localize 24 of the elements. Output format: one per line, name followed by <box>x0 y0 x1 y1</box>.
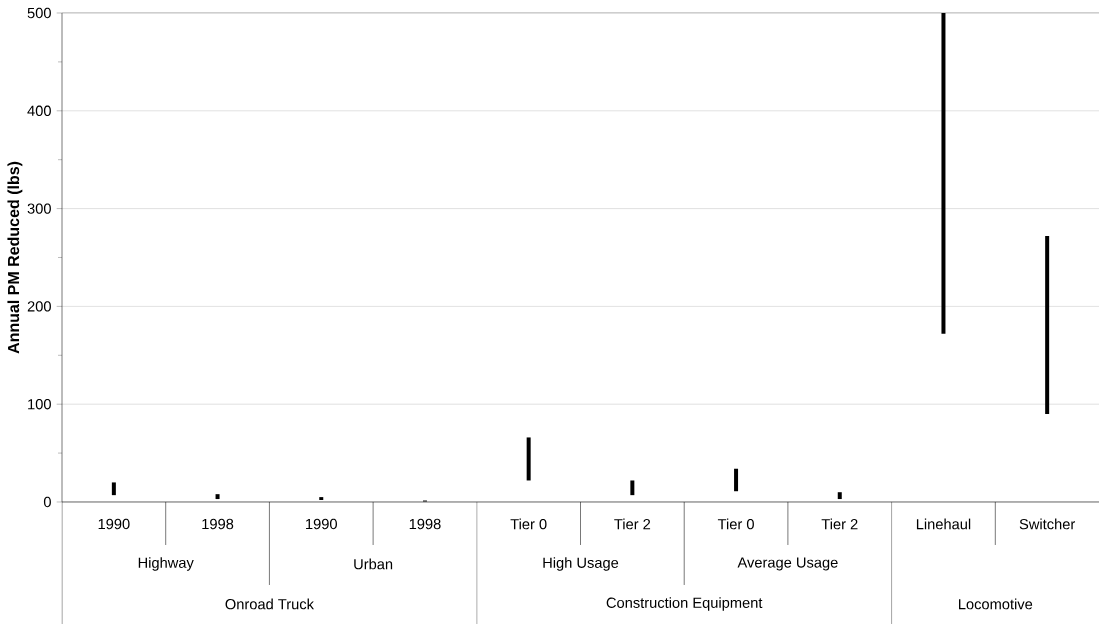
y-axis-title: Annual PM Reduced (lbs) <box>7 161 23 354</box>
y-tick-label: 300 <box>27 203 51 214</box>
y-tick-label: 200 <box>27 301 51 312</box>
x-tick-label: Tier 0 <box>510 518 547 530</box>
y-tick-label: 100 <box>28 399 51 410</box>
text: Locomotive <box>959 598 1033 610</box>
x-tick-label: 1998 <box>409 518 441 530</box>
x-tick-label: 1998 <box>202 518 234 530</box>
x-tick-label: Linehaul <box>916 518 971 530</box>
x-tick-label: Tier 2 <box>821 518 858 530</box>
y-tick-label: 0 <box>43 496 51 508</box>
x-tick-label: 1990 <box>306 518 337 530</box>
y-tick-label: 500 <box>27 7 51 19</box>
y-tick-label: 400 <box>27 105 51 116</box>
x-tick-label: 1990 <box>98 518 130 530</box>
x-tick-label: Tier 2 <box>614 518 651 530</box>
text: Construction Equipment <box>606 597 763 611</box>
text: Onroad Truck <box>225 598 314 610</box>
text: Highway <box>138 557 194 571</box>
text: Urban <box>354 558 393 570</box>
text: High Usage <box>543 557 619 571</box>
x-tick-label: Tier 0 <box>717 518 754 530</box>
text: Average Usage <box>737 557 838 571</box>
x-tick-label: Switcher <box>1019 518 1076 530</box>
